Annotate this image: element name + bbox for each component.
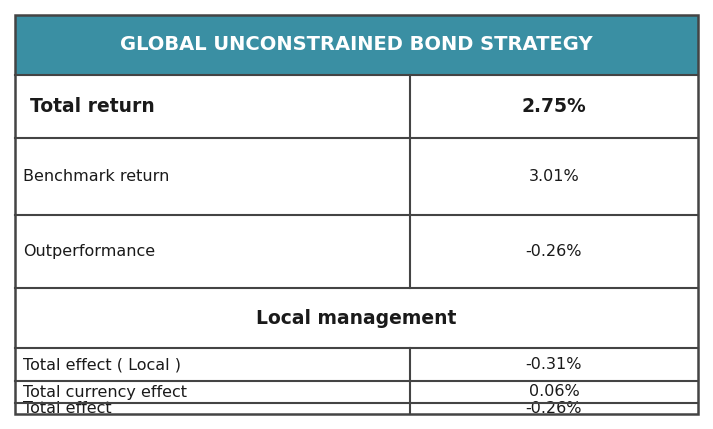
Text: Outperformance: Outperformance [23, 244, 155, 259]
Text: Total currency effect: Total currency effect [23, 384, 187, 399]
Text: 0.06%: 0.06% [528, 384, 580, 399]
Text: Total return: Total return [30, 97, 155, 116]
Text: Local management: Local management [256, 308, 457, 327]
Text: GLOBAL UNCONSTRAINED BOND STRATEGY: GLOBAL UNCONSTRAINED BOND STRATEGY [120, 36, 593, 54]
Text: -0.26%: -0.26% [525, 244, 583, 259]
Text: Benchmark return: Benchmark return [23, 169, 170, 184]
Text: Total effect: Total effect [23, 401, 112, 416]
Text: -0.26%: -0.26% [525, 401, 583, 416]
Text: 3.01%: 3.01% [528, 169, 580, 184]
Text: Total effect ( Local ): Total effect ( Local ) [23, 357, 181, 372]
Text: -0.31%: -0.31% [525, 357, 583, 372]
Text: 2.75%: 2.75% [522, 97, 586, 116]
Bar [15, 15, 698, 75]
